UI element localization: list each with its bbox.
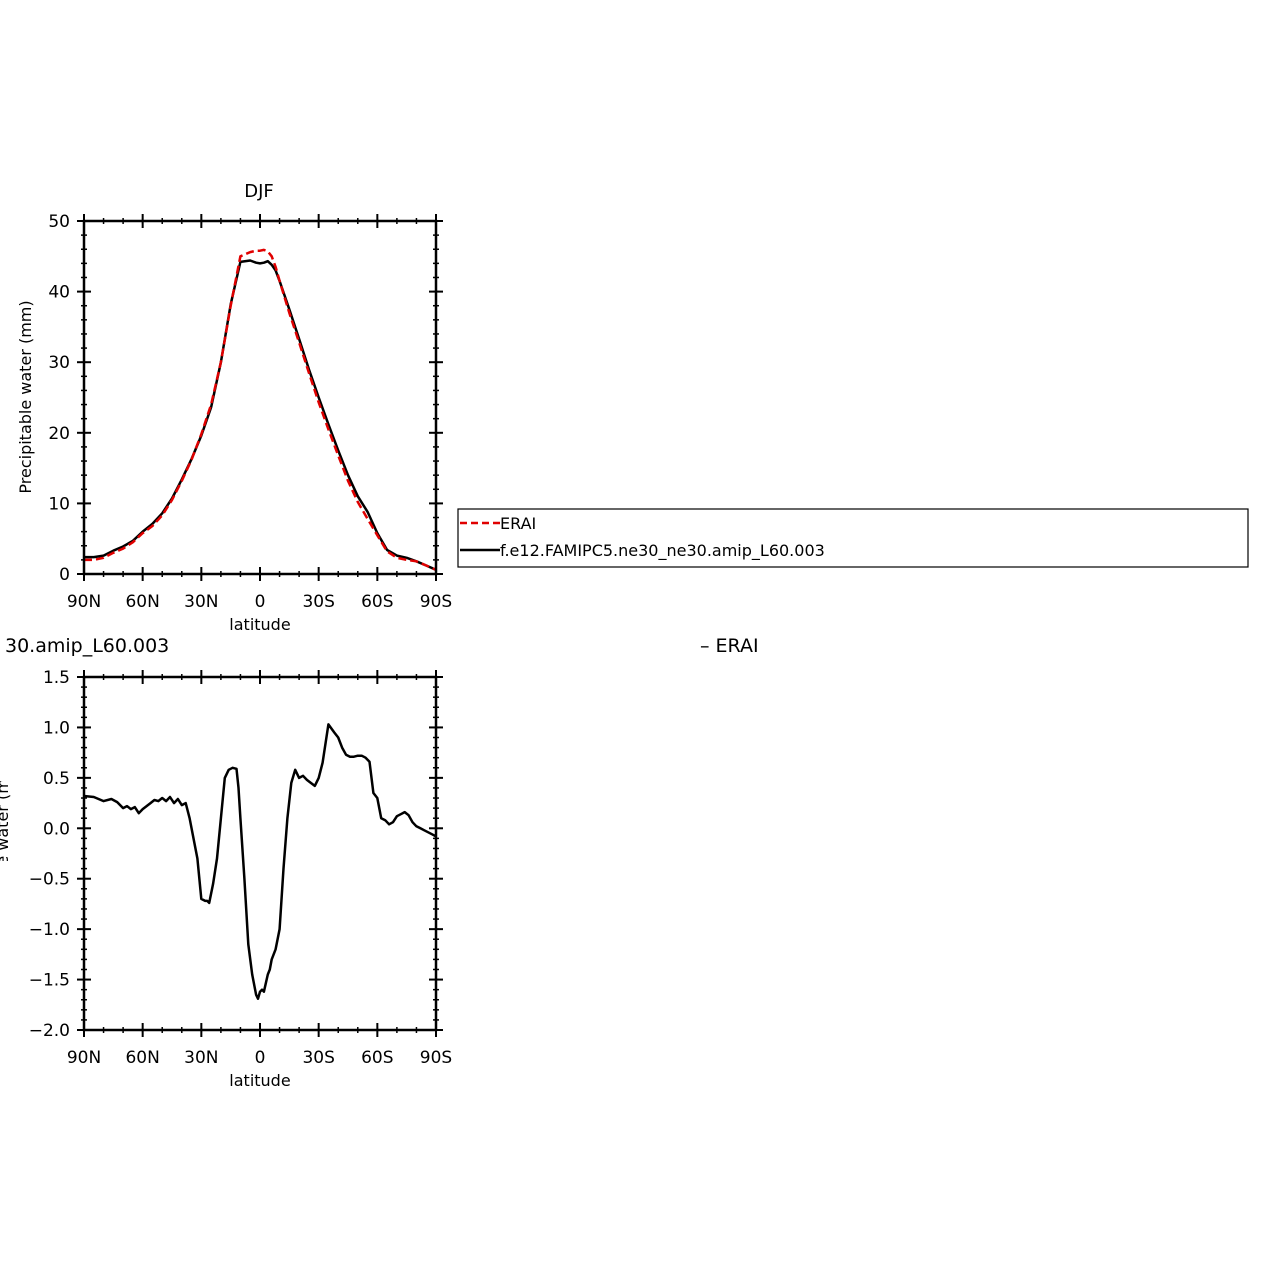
- y-ticks: 0 10 20 30 40 50: [48, 212, 443, 585]
- plot-frame: [82, 219, 438, 576]
- legend-label-erai: ERAI: [500, 514, 536, 533]
- x-tick-label: 30S: [302, 592, 334, 612]
- precipitable-water-panel: DJF 0 10 20 30 40 50 90N 60N 30N 0 30S 60S 90S lati…: [16, 181, 452, 634]
- legend-label-model: f.e12.FAMIPC5.ne30_ne30.amip_L60.003: [500, 541, 825, 561]
- y-tick-label: 20: [48, 424, 70, 444]
- panel-title-right: – ERAI: [700, 635, 759, 657]
- series-line-0: [84, 248, 437, 571]
- y-axis-label: Precipitable water (mm): [16, 300, 35, 493]
- y-tick-label: −1.5: [29, 971, 70, 991]
- x-tick-label: 60N: [125, 592, 159, 612]
- y-tick-label: 40: [48, 283, 70, 303]
- y-tick-label: −2.0: [29, 1021, 70, 1041]
- y-tick-label: 1.0: [43, 718, 70, 738]
- y-axis-label: Precipitable water (mm): [0, 756, 12, 949]
- y-tick-label: 10: [48, 494, 70, 514]
- legend: ERAI f.e12.FAMIPC5.ne30_ne30.amip_L60.00…: [457, 508, 1249, 568]
- legend-box: [457, 508, 1249, 568]
- x-tick-label: 90S: [420, 1048, 452, 1068]
- x-tick-label: 30N: [184, 1048, 218, 1068]
- panel-title: DJF: [244, 181, 274, 202]
- y-tick-label: 30: [48, 353, 70, 373]
- y-tick-label: 50: [48, 212, 70, 232]
- x-tick-label: 0: [255, 1048, 266, 1068]
- x-axis-label: latitude: [229, 1071, 290, 1090]
- y-tick-label: 0: [59, 565, 70, 585]
- series-group: [83, 723, 437, 1000]
- difference-panel: 30.amip_L60.003 – ERAI 1.5 1.0 0.5 0.0 −0.5 −…: [0, 635, 759, 1090]
- panel-title-left: 30.amip_L60.003: [5, 635, 169, 657]
- y-tick-label: −0.5: [29, 870, 70, 890]
- plot-frame: [82, 675, 438, 1032]
- x-tick-label: 90S: [420, 592, 452, 612]
- x-tick-label: 30N: [184, 592, 218, 612]
- y-tick-label: 0.0: [43, 819, 70, 839]
- y-ticks: 1.5 1.0 0.5 0.0 −0.5 −1.0 −1.5 −2.0: [29, 668, 443, 1041]
- series-group: [84, 248, 437, 571]
- x-axis-label: latitude: [229, 615, 290, 634]
- x-tick-label: 90N: [67, 592, 101, 612]
- y-tick-label: 1.5: [43, 668, 70, 688]
- series-line-1: [84, 259, 437, 571]
- y-tick-label: 0.5: [43, 769, 70, 789]
- x-tick-label: 90N: [67, 1048, 101, 1068]
- x-tick-label: 0: [255, 592, 266, 612]
- x-tick-label: 60N: [125, 1048, 159, 1068]
- x-tick-label: 30S: [302, 1048, 334, 1068]
- x-ticks: 90N 60N 30N 0 30S 60S 90S: [67, 670, 452, 1068]
- x-ticks: 90N 60N 30N 0 30S 60S 90S: [67, 214, 452, 612]
- x-tick-label: 60S: [361, 592, 393, 612]
- y-tick-label: −1.0: [29, 920, 70, 940]
- series-line-0: [83, 723, 437, 1000]
- x-tick-label: 60S: [361, 1048, 393, 1068]
